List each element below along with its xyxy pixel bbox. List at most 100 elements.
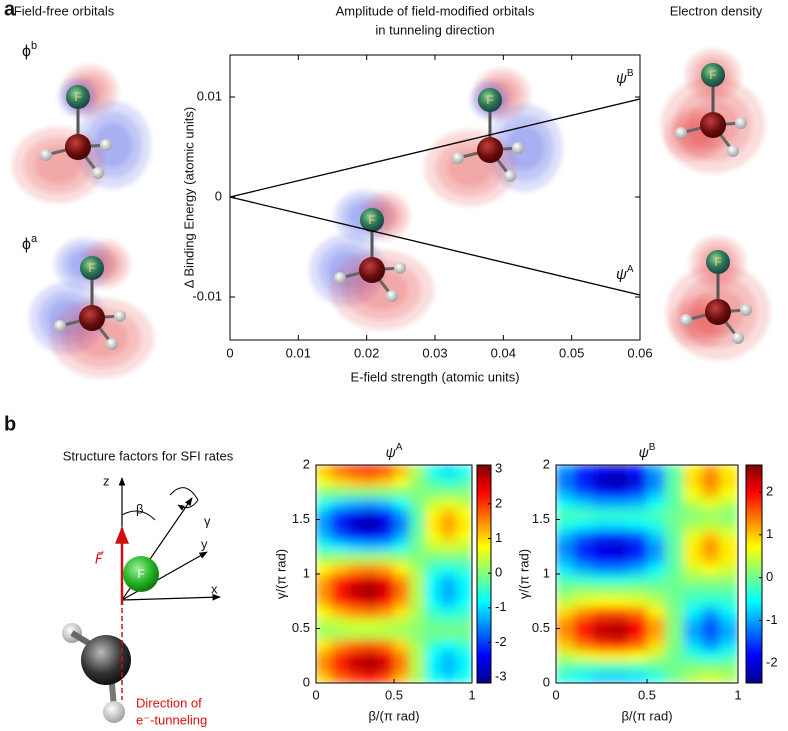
atom-h	[103, 701, 125, 723]
heatmap-cell	[683, 475, 702, 488]
atom-h	[735, 117, 747, 129]
heatmap-cell	[331, 671, 348, 683]
heatmap-cell	[664, 617, 684, 629]
heatmap-cell	[409, 595, 426, 607]
heatmap-cell	[556, 650, 575, 662]
heatmap-cell	[424, 551, 442, 564]
heatmap-cell	[456, 562, 472, 575]
heatmap-cell	[646, 541, 666, 553]
heatmap-cell	[628, 639, 648, 651]
heatmap-cell	[378, 562, 395, 575]
heatmap-cells	[556, 465, 738, 683]
heatmap-cell	[683, 486, 702, 498]
heatmap-cell	[592, 617, 611, 629]
heatmap-cell	[610, 497, 630, 509]
heatmap-cell	[573, 595, 593, 607]
heatmap-cell	[646, 562, 666, 575]
heatmap-cell	[440, 584, 457, 597]
x-tick-label: 0.01	[286, 345, 311, 360]
heatmap-cell	[701, 650, 721, 662]
heatmap-cell	[316, 541, 332, 553]
caption: e⁻-tunneling	[136, 712, 207, 727]
title-sup: A	[396, 442, 403, 453]
heatmap-cell	[440, 486, 457, 498]
heatmap-cell	[719, 530, 738, 542]
heatmap-cell	[664, 519, 684, 531]
heatmap-cell	[701, 606, 721, 618]
x-tick-label: 0.05	[559, 345, 584, 360]
heatmap-cell	[456, 584, 472, 597]
heatmap-cell	[683, 562, 702, 575]
heatmap-cell	[610, 530, 630, 542]
heatmap-cell	[424, 639, 442, 651]
heatmap-cell	[362, 573, 379, 586]
atom-label: F	[88, 261, 95, 275]
heatmap-cell	[316, 617, 332, 629]
heatmap-cell	[556, 584, 575, 597]
heatmap-cell	[393, 595, 410, 607]
heatmap-cell	[610, 584, 630, 597]
heatmap-cell	[556, 530, 575, 542]
atom-label: F	[368, 213, 375, 227]
heatmap-cell	[573, 660, 593, 673]
colorbar-tick-label: 1	[766, 526, 773, 541]
heatmap-cell	[409, 562, 426, 575]
heatmap-cell	[719, 551, 738, 564]
axis-label: x	[211, 581, 218, 596]
heatmap-cell	[440, 595, 457, 607]
heatmap-cell	[646, 475, 666, 488]
heatmap-clip	[316, 465, 472, 683]
atom-h	[100, 139, 112, 151]
x-tick-label: 0.06	[627, 345, 652, 360]
angle-label: β	[136, 501, 143, 516]
heatmap-cell	[316, 551, 332, 564]
heatmap-cell	[393, 628, 410, 640]
heatmap-cell	[592, 475, 611, 488]
heatmap-cell	[440, 617, 457, 629]
heatmap-cell	[573, 650, 593, 662]
heatmap-cell	[683, 530, 702, 542]
heatmap-cell	[362, 671, 379, 683]
colorbar-tick-label: 2	[766, 483, 773, 498]
heatmap-cells	[316, 465, 472, 683]
heatmap-cell	[346, 650, 364, 662]
heatmap-cell	[628, 617, 648, 629]
heatmap-cell	[556, 628, 575, 640]
heatmap-cell	[646, 508, 666, 520]
heatmap-cell	[393, 497, 410, 509]
heatmap-cell	[701, 628, 721, 640]
heatmap-cell	[316, 486, 332, 498]
title-symbol: ψ	[639, 444, 649, 460]
heatmap-cell	[346, 519, 364, 531]
heatmap-cell	[316, 562, 332, 575]
heatmap-cell	[424, 628, 442, 640]
series-label: ψA	[616, 264, 634, 283]
y-tick-label: 2	[303, 456, 310, 471]
heatmap-cell	[409, 671, 426, 683]
angle-label: γ	[204, 513, 211, 528]
heatmap-cell	[719, 639, 738, 651]
x-axis-label: β/(π rad)	[368, 708, 419, 723]
heatmap-cell	[440, 650, 457, 662]
heatmap-cell	[610, 541, 630, 553]
heatmap-title: ψA	[386, 442, 403, 460]
heatmap-cell	[664, 660, 684, 673]
heatmap-cell	[683, 628, 702, 640]
heatmap-cell	[393, 562, 410, 575]
heatmap-cell	[409, 497, 426, 509]
heatmap-cell	[592, 650, 611, 662]
heatmap-cell	[362, 508, 379, 520]
heatmap-cell	[409, 486, 426, 498]
heatmap-cell	[331, 530, 348, 542]
heatmap-cell	[424, 606, 442, 618]
heatmap-cell	[316, 606, 332, 618]
heatmap-cell	[592, 573, 611, 586]
heatmap-cell	[719, 595, 738, 607]
atom-h	[452, 152, 464, 164]
plot-frame	[229, 54, 641, 341]
heatmap-cell	[393, 606, 410, 618]
heatmap-cell	[610, 606, 630, 618]
heatmap-cell	[628, 486, 648, 498]
series-name: B	[627, 68, 634, 79]
atom-h	[675, 127, 687, 139]
